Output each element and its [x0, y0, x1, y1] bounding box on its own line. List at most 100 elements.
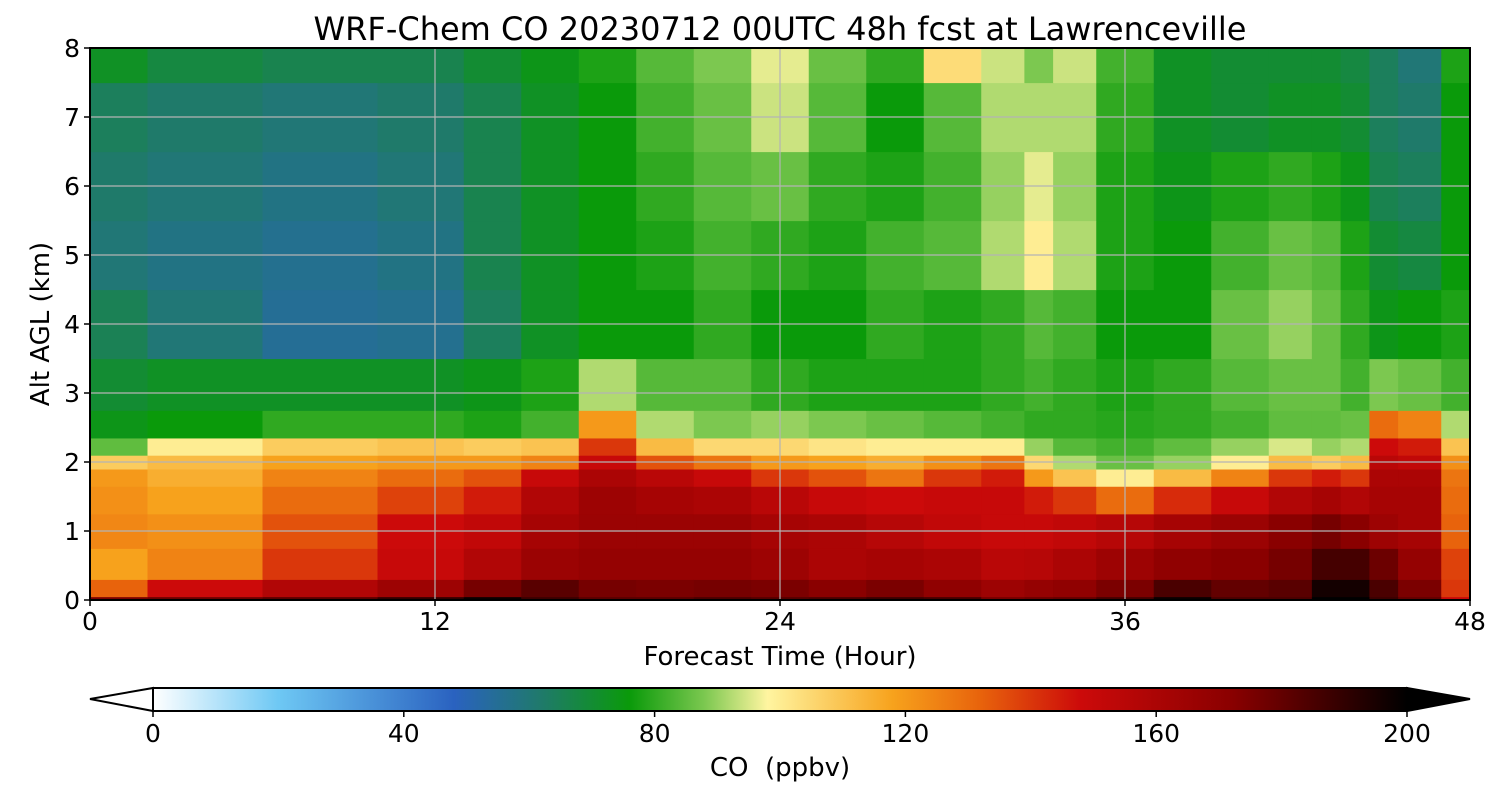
heatmap-cell: [1211, 48, 1270, 84]
heatmap-cell: [923, 48, 982, 84]
heatmap-cell: [1024, 410, 1054, 439]
heatmap-cell: [262, 468, 379, 487]
heatmap-cell: [521, 596, 580, 600]
heatmap-cell: [866, 548, 925, 580]
heatmap-cell: [808, 410, 867, 439]
heatmap-cell: [1369, 596, 1399, 600]
heatmap-cell: [147, 548, 264, 580]
heatmap-cell: [866, 410, 925, 439]
heatmap-cell: [578, 358, 637, 411]
heatmap-cell: [981, 596, 1025, 600]
colorbar-extend-max: [1406, 686, 1471, 713]
heatmap-cell: [521, 486, 580, 515]
heatmap-cell: [636, 437, 695, 456]
heatmap-cell: [578, 548, 637, 580]
heatmap-cell: [923, 596, 982, 600]
heatmap-cell: [1369, 410, 1399, 439]
heatmap-cell: [636, 358, 695, 411]
heatmap-cell: [866, 579, 925, 598]
heatmap-cell: [1268, 358, 1313, 411]
heatmap-cell: [463, 48, 522, 84]
heatmap-cell: [1053, 548, 1097, 580]
heatmap-cell: [1053, 579, 1097, 598]
heatmap-cell: [147, 410, 264, 439]
heatmap-cell: [463, 579, 522, 598]
heatmap-cell: [1268, 410, 1313, 439]
heatmap-cell: [1153, 48, 1212, 84]
heatmap-cell: [923, 468, 982, 487]
heatmap-cell: [981, 410, 1025, 439]
heatmap-cell: [1441, 410, 1470, 439]
heatmap-cell: [521, 437, 580, 456]
heatmap-cell: [1340, 358, 1370, 411]
heatmap-cell: [463, 596, 522, 600]
heatmap-cell: [1369, 468, 1399, 487]
heatmap-cell: [463, 358, 522, 411]
heatmap-cell: [1398, 410, 1442, 439]
heatmap-cell: [463, 437, 522, 456]
heatmap-cell: [90, 437, 149, 456]
heatmap-cell: [1268, 486, 1313, 515]
heatmap-cell: [377, 410, 465, 439]
x-tick-label: 36: [1109, 607, 1141, 636]
heatmap-cell: [147, 486, 264, 515]
heatmap-cell: [262, 410, 379, 439]
heatmap-cell: [808, 548, 867, 580]
heatmap-cell: [90, 48, 149, 84]
heatmap-cell: [1441, 579, 1470, 598]
heatmap-cell: [578, 437, 637, 456]
heatmap-cell: [90, 486, 149, 515]
heatmap-cell: [923, 410, 982, 439]
heatmap-cell: [521, 579, 580, 598]
heatmap-cell: [1398, 437, 1442, 456]
heatmap-cell: [1053, 437, 1097, 456]
heatmap-cell: [1024, 596, 1054, 600]
heatmap-cell: [90, 410, 149, 439]
heatmap-cell: [1311, 410, 1342, 439]
heatmap-cell: [693, 410, 752, 439]
heatmap-cell: [1024, 579, 1054, 598]
heatmap-cell: [1441, 486, 1470, 515]
heatmap-cell: [1153, 579, 1212, 598]
heatmap-cell: [693, 437, 752, 456]
colorbar: 0 40 80 120 160 200 CO (ppbv): [89, 686, 1471, 783]
heatmap-cell: [147, 48, 264, 84]
heatmap-cell: [1211, 437, 1270, 456]
heatmap-cell: [636, 410, 695, 439]
heatmap-cell: [923, 548, 982, 580]
heatmap-cell: [377, 437, 465, 456]
heatmap-cell: [1153, 358, 1212, 411]
heatmap-cell: [1053, 358, 1097, 411]
heatmap-cell: [693, 468, 752, 487]
colorbar-tick-label: 0: [145, 719, 161, 748]
heatmap-cell: [1053, 48, 1097, 84]
heatmap-cell: [1398, 48, 1442, 84]
heatmap-cell: [1053, 468, 1097, 487]
heatmap-cell: [1369, 486, 1399, 515]
heatmap-cell: [1398, 486, 1442, 515]
y-tick-label: 0: [64, 586, 80, 615]
heatmap-cell: [808, 437, 867, 456]
gridlines: [90, 48, 1470, 600]
heatmap-cell: [262, 579, 379, 598]
heatmap-cell: [1369, 48, 1399, 84]
heatmap-cell: [1024, 48, 1054, 84]
heatmap-cell: [1340, 486, 1370, 515]
heatmap-cell: [1369, 548, 1399, 580]
heatmap-cell: [1268, 437, 1313, 456]
heatmap-cell: [981, 437, 1025, 456]
y-tick-label: 1: [64, 517, 80, 546]
heatmap-cell: [90, 358, 149, 411]
heatmap-cell: [377, 579, 465, 598]
heatmap-cell: [463, 486, 522, 515]
y-tick-label: 4: [64, 310, 80, 339]
heatmap-cell: [1024, 486, 1054, 515]
heatmap-cell: [1441, 48, 1470, 84]
heatmap-cell: [808, 596, 867, 600]
colorbar-tick-label: 80: [639, 719, 671, 748]
colorbar-extend-min: [89, 686, 154, 713]
heatmap-cell: [693, 486, 752, 515]
heatmap-cell: [1340, 468, 1370, 487]
